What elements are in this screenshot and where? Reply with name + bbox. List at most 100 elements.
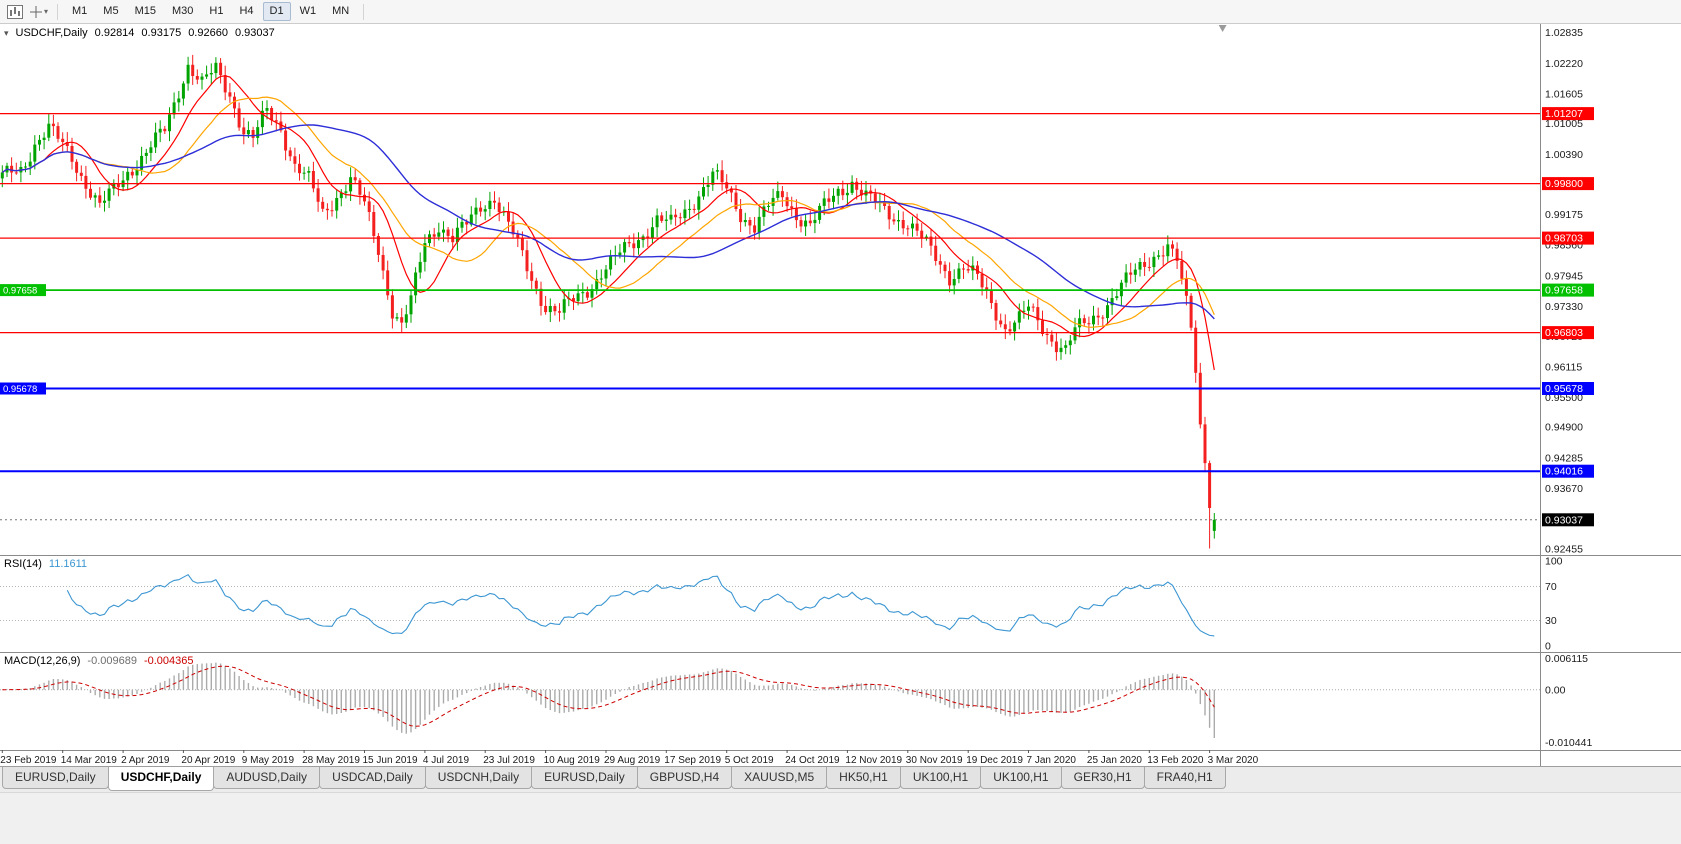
timeframe-button-w1[interactable]: W1 [299, 5, 317, 17]
chart-tab-5-eurusd-daily[interactable]: EURUSD,Daily [531, 767, 638, 789]
rsi-indicator-label: RSI(14) 11.1611 [4, 558, 94, 570]
chart-tab-2-audusd-daily[interactable]: AUDUSD,Daily [213, 767, 321, 789]
rsi-value: 11.1611 [48, 558, 88, 570]
svg-text:0.97658: 0.97658 [1545, 285, 1583, 297]
price-tick-label: 1.01005 [1545, 118, 1583, 130]
chart-shift-marker[interactable] [1218, 25, 1227, 32]
chart-ohlc-title: ▾ USDCHF,Daily 0.92814 0.93175 0.92660 0.9303… [4, 27, 282, 39]
date-label: 5 Oct 2019 [725, 755, 774, 766]
date-label: 29 Aug 2019 [604, 755, 661, 766]
chart-tab-12-fra40-h1[interactable]: FRA40,H1 [1143, 767, 1226, 789]
chart-area[interactable]: 1.028351.022201.016051.010051.003900.997… [0, 24, 1681, 766]
crosshair-tool-icon[interactable]: ▾ [26, 3, 51, 21]
chart-tab-9-uk100-h1[interactable]: UK100,H1 [899, 767, 982, 789]
price-tick-label: 0.93670 [1545, 483, 1583, 495]
chart-menu-icon[interactable]: ▾ [4, 28, 9, 38]
dropdown-caret-icon[interactable]: ▾ [44, 7, 49, 16]
rsi-tick-label: 0 [1545, 641, 1551, 653]
macd-tick-label: 0.006115 [1545, 653, 1588, 665]
chart-window-glyph [7, 4, 23, 19]
date-label: 3 Mar 2020 [1208, 755, 1259, 766]
timeframe-button-d1[interactable]: D1 [262, 2, 291, 21]
price-level-label: 0.98703 [1542, 231, 1594, 245]
level-left-label: 0.95678 [0, 382, 46, 395]
price-tick-label: 1.01605 [1545, 88, 1583, 100]
macd-indicator-label: MACD(12,26,9) -0.009689 -0.004365 [4, 655, 201, 667]
rsi-tick-label: 30 [1545, 615, 1557, 627]
chart-tab-6-gbpusd-h4[interactable]: GBPUSD,H4 [636, 767, 733, 789]
moving-average-line-10 [1, 75, 1215, 371]
time-axis[interactable]: 23 Feb 2019 14 Mar 2019 2 Apr 2019 20 Apr 2… [0, 750, 1259, 766]
price-level-label: 1.01207 [1542, 107, 1594, 121]
chart-tab-11-ger30-h1[interactable]: GER30,H1 [1060, 767, 1145, 789]
chart-tab-8-hk50-h1[interactable]: HK50,H1 [826, 767, 901, 789]
chart-window-icon[interactable] [4, 3, 26, 21]
price-tick-label: 1.02835 [1545, 27, 1583, 39]
date-label: 17 Sep 2019 [664, 755, 721, 766]
toolbar-separator [363, 3, 365, 20]
svg-text:0.95678: 0.95678 [1545, 383, 1583, 395]
ohlc-low: 0.92660 [188, 27, 228, 39]
price-axis[interactable]: 1.028351.022201.016051.010051.003900.997… [1542, 27, 1594, 555]
price-tick-label: 0.92455 [1545, 543, 1583, 555]
timeframe-button-h4[interactable]: H4 [239, 5, 254, 17]
date-label: 14 Mar 2019 [61, 755, 118, 766]
toolbar-separator [57, 3, 59, 20]
date-label: 13 Feb 2020 [1147, 755, 1204, 766]
moving-average-line-21 [1, 96, 1215, 328]
chart-symbol-label: USDCHF,Daily [15, 27, 88, 39]
rsi-line [66, 573, 1215, 637]
macd-tick-label: -0.010441 [1545, 737, 1592, 749]
date-label: 15 Jun 2019 [363, 755, 418, 766]
timeframe-button-h1[interactable]: H1 [209, 5, 224, 17]
ohlc-open: 0.92814 [94, 27, 135, 39]
price-tick-label: 0.96115 [1545, 361, 1582, 373]
date-label: 9 May 2019 [242, 755, 295, 766]
date-label: 24 Oct 2019 [785, 755, 840, 766]
macd-signal-line [2, 665, 1215, 727]
timeframe-button-m30[interactable]: M30 [171, 5, 194, 17]
svg-text:0.96803: 0.96803 [1545, 327, 1583, 339]
chart-tab-0-eurusd-daily[interactable]: EURUSD,Daily [2, 767, 109, 789]
chart-tab-10-uk100-h1[interactable]: UK100,H1 [980, 767, 1062, 789]
timeframe-button-m5[interactable]: M5 [103, 5, 119, 17]
macd-main-value: -0.009689 [87, 655, 137, 667]
date-label: 2 Apr 2019 [121, 755, 170, 766]
price-tick-label: 0.99175 [1545, 209, 1583, 221]
price-level-label: 0.97658 [1542, 283, 1594, 297]
toolbar: ▾ M1 M5 M15 M30 H1 H4 D1 W1 MN [0, 0, 1681, 24]
chart-tab-3-usdcad-daily[interactable]: USDCAD,Daily [319, 767, 426, 789]
price-tick-label: 0.94285 [1545, 452, 1583, 464]
price-level-label: 0.94016 [1542, 464, 1594, 478]
price-tick-label: 1.00390 [1545, 149, 1583, 161]
level-left-label: 0.97658 [0, 284, 46, 297]
macd-tick-label: 0.00 [1545, 684, 1566, 696]
timeframe-button-m15[interactable]: M15 [134, 5, 156, 17]
chart-tab-1-usdchf-daily[interactable]: USDCHF,Daily [107, 767, 215, 791]
chart-canvas[interactable]: 1.028351.022201.016051.010051.003900.997… [0, 24, 1681, 766]
macd-name: MACD(12,26,9) [4, 655, 81, 667]
macd-signal-value: -0.004365 [143, 655, 194, 667]
price-tick-label: 0.97330 [1545, 301, 1583, 313]
price-tick-label: 0.94900 [1545, 422, 1583, 434]
date-label: 4 Jul 2019 [423, 755, 470, 766]
date-label: 30 Nov 2019 [906, 755, 963, 766]
price-level-label: 0.96803 [1542, 326, 1594, 340]
price-level-label: 0.93037 [1542, 513, 1594, 527]
date-label: 25 Jan 2020 [1087, 755, 1142, 766]
svg-text:0.97658: 0.97658 [3, 286, 37, 297]
date-label: 10 Aug 2019 [544, 755, 601, 766]
crosshair-glyph [30, 5, 42, 18]
timeframe-button-m1[interactable]: M1 [72, 5, 88, 17]
timeframe-button-group: M1 M5 M15 M30 H1 H4 D1 W1 MN [64, 2, 357, 21]
chart-tab-7-xauusd-m5[interactable]: XAUUSD,M5 [731, 767, 828, 789]
svg-text:1.01207: 1.01207 [1545, 108, 1583, 120]
macd-histogram [6, 662, 1216, 738]
chart-tab-4-usdcnh-daily[interactable]: USDCNH,Daily [424, 767, 533, 789]
date-label: 23 Jul 2019 [483, 755, 535, 766]
rsi-tick-label: 100 [1545, 556, 1563, 568]
date-label: 20 Apr 2019 [181, 755, 235, 766]
svg-text:0.94016: 0.94016 [1545, 466, 1583, 478]
timeframe-button-mn[interactable]: MN [332, 5, 350, 17]
